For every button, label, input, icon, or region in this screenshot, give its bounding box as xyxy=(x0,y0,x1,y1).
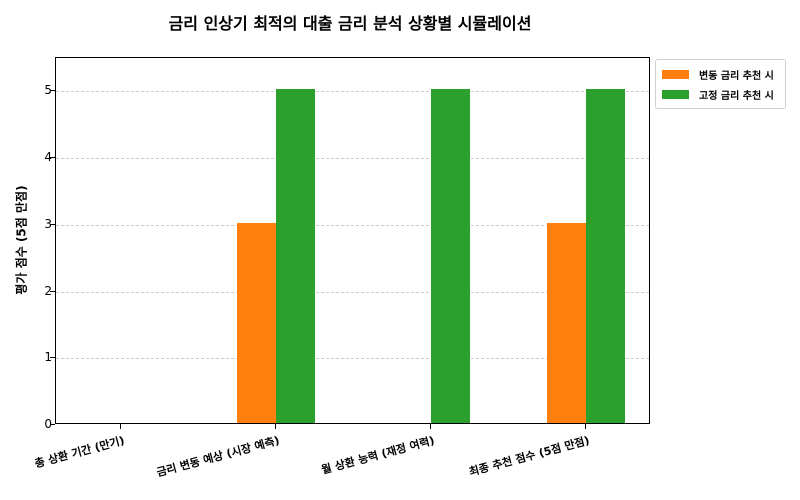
legend-item: 변동 금리 추천 시 xyxy=(662,64,779,84)
y-tick xyxy=(50,157,55,159)
bar xyxy=(430,89,470,423)
y-tick xyxy=(50,90,55,92)
x-tick-label: 월 상환 능력 (재정 여력) xyxy=(320,433,436,477)
y-tick-label: 2 xyxy=(44,283,52,298)
gridline xyxy=(56,158,649,160)
plot-area xyxy=(55,57,650,424)
y-tick xyxy=(50,357,55,359)
x-tick-label: 금리 변동 예상 (시장 예측) xyxy=(155,433,281,480)
y-tick-label: 5 xyxy=(44,83,52,98)
legend-label: 고정 금리 추천 시 xyxy=(699,90,774,102)
y-tick-label: 3 xyxy=(44,216,52,231)
bar xyxy=(585,89,625,423)
gridline xyxy=(56,224,649,226)
y-tick xyxy=(50,223,55,225)
y-tick-label: 4 xyxy=(44,150,52,165)
bar xyxy=(276,89,315,423)
y-tick-label: 0 xyxy=(44,417,52,431)
bar xyxy=(237,222,277,423)
legend-item: 고정 금리 추천 시 xyxy=(662,84,779,104)
gridline xyxy=(56,358,649,360)
bar xyxy=(547,222,586,423)
x-tick xyxy=(275,424,277,429)
x-tick-label: 최종 추천 점수 (5점 만점) xyxy=(467,433,591,479)
legend-swatch xyxy=(662,69,689,79)
y-tick-label: 1 xyxy=(44,350,52,365)
y-tick xyxy=(50,424,55,425)
legend-swatch xyxy=(662,89,689,99)
gridline xyxy=(56,291,649,293)
x-tick xyxy=(120,424,122,429)
y-axis-title: 평가 점수 (5점 만점) xyxy=(14,185,29,295)
legend-label: 변동 금리 추천 시 xyxy=(699,70,774,82)
gridline xyxy=(56,91,649,93)
chart-title: 금리 인상기 최적의 대출 금리 분석 상황별 시뮬레이션 xyxy=(168,14,532,33)
x-tick xyxy=(429,424,431,429)
x-tick xyxy=(584,424,586,429)
y-tick xyxy=(50,290,55,292)
x-tick-label: 총 상환 기간 (만기) xyxy=(33,433,126,471)
